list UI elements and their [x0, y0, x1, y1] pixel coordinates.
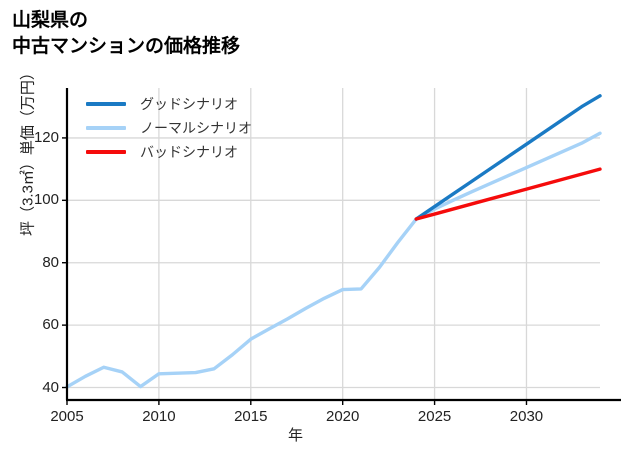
legend-label: ノーマルシナリオ: [140, 120, 252, 136]
y-tick-label: 100: [33, 191, 59, 209]
legend-item[interactable]: グッドシナリオ: [86, 92, 252, 116]
x-tick-label: 2015: [234, 408, 268, 425]
legend-label: グッドシナリオ: [140, 96, 238, 112]
legend-label: バッドシナリオ: [140, 144, 238, 160]
x-axis-label: 年: [287, 427, 303, 444]
y-tick-label: 120: [33, 128, 59, 146]
x-tick-label: 2010: [142, 408, 176, 425]
legend-item[interactable]: バッドシナリオ: [86, 140, 252, 164]
y-tick-label: 80: [42, 253, 59, 271]
chart-title: 山梨県の 中古マンションの価格推移: [12, 8, 240, 59]
chart-title-line-1: 山梨県の: [12, 10, 89, 31]
chart-legend: グッドシナリオ ノーマルシナリオ バッドシナリオ: [86, 92, 252, 164]
y-tick-label: 60: [42, 316, 59, 334]
legend-color-swatch: [86, 150, 126, 154]
chart-title-line-2: 中古マンションの価格推移: [12, 35, 241, 57]
legend-color-swatch: [86, 102, 126, 106]
legend-color-swatch: [86, 126, 126, 130]
y-tick-label: 40: [42, 378, 59, 396]
x-tick-label: 2020: [326, 408, 360, 425]
x-tick-label: 2030: [509, 408, 544, 425]
x-tick-label: 2005: [50, 408, 84, 425]
legend-item[interactable]: ノーマルシナリオ: [86, 116, 252, 140]
x-tick-label: 2025: [417, 408, 452, 425]
